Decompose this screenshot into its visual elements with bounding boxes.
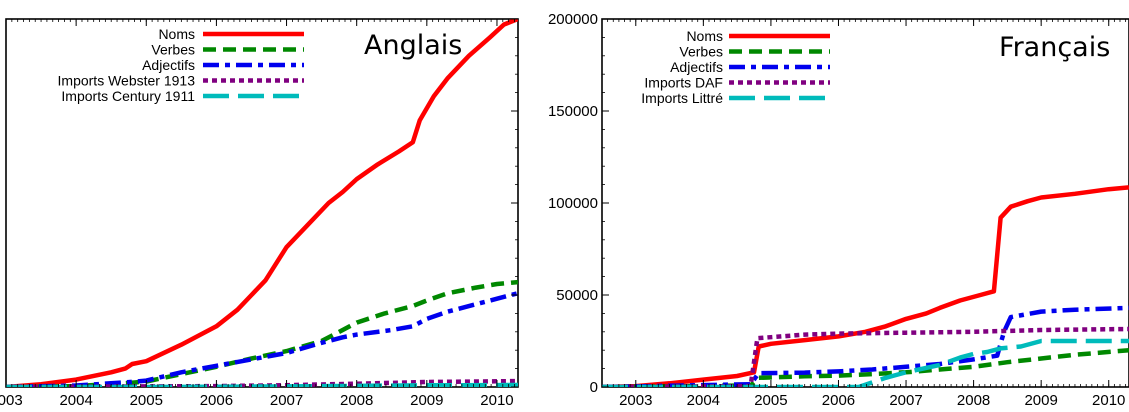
- anglais-x-tick-label: 2008: [340, 392, 373, 409]
- francais-x-tick-label: 2008: [957, 392, 990, 409]
- francais-series-line-1: [602, 347, 1129, 387]
- anglais-y-tick-label: 200000: [548, 11, 598, 28]
- anglais-legend-label-3: Imports Webster 1913: [58, 73, 196, 89]
- francais-legend-label-2: Adjectifs: [670, 59, 723, 75]
- francais-series-line-3: [602, 326, 1129, 387]
- anglais-x-tick-label: 2003: [0, 392, 23, 409]
- anglais-y-tick-label: 150000: [548, 103, 598, 120]
- francais-title: Français: [999, 32, 1110, 63]
- francais-series-line-2: [602, 305, 1129, 387]
- anglais-legend-label-4: Imports Century 1911: [61, 88, 195, 104]
- anglais-legend-label-1: Verbes: [151, 42, 195, 58]
- francais-ticks: 2003 2004 2005 2006 2007 2008 2009 2010: [601, 18, 1127, 409]
- anglais-series-line-0: [6, 19, 518, 387]
- chart-francais: 2003 2004 2005 2006 2007 2008 2009 2010 Françai…: [601, 18, 1129, 409]
- francais-legend-label-0: Noms: [686, 28, 723, 44]
- anglais-series-line-2: [6, 291, 518, 387]
- anglais-x-tick-label: 2004: [59, 392, 92, 409]
- francais-legend-label-3: Imports DAF: [644, 75, 723, 91]
- anglais-series-line-4: [6, 382, 518, 387]
- francais-series-line-4: [602, 338, 1129, 387]
- anglais-ticks: 2003 2004 2005 2006 2007 2008 2009 2010 0 50000 10…: [0, 11, 598, 409]
- anglais-y-tick-label: 0: [590, 379, 598, 396]
- francais-x-tick-label: 2010: [1092, 392, 1125, 409]
- anglais-legend-label-0: Noms: [158, 26, 195, 42]
- anglais-x-tick-label: 2009: [410, 392, 443, 409]
- francais-x-tick-label: 2003: [619, 392, 652, 409]
- francais-series-line-0: [602, 185, 1129, 387]
- anglais-x-tick-label: 2005: [130, 392, 163, 409]
- francais-x-tick-label: 2004: [687, 392, 720, 409]
- francais-x-tick-label: 2007: [889, 392, 922, 409]
- francais-x-tick-label: 2005: [754, 392, 787, 409]
- chart-anglais: 2003 2004 2005 2006 2007 2008 2009 2010 0 50000 10…: [0, 11, 598, 409]
- anglais-x-tick-label: 2007: [270, 392, 303, 409]
- anglais-y-tick-label: 100000: [548, 195, 598, 212]
- anglais-series-line-1: [6, 279, 518, 387]
- anglais-x-tick-label: 2006: [200, 392, 233, 409]
- francais-legend-label-1: Verbes: [679, 44, 723, 60]
- anglais-title: Anglais: [364, 30, 462, 61]
- anglais-legend-label-2: Adjectifs: [142, 57, 195, 73]
- francais-x-tick-label: 2006: [822, 392, 855, 409]
- francais-x-tick-label: 2009: [1024, 392, 1057, 409]
- anglais-y-tick-label: 50000: [556, 287, 598, 304]
- francais-legend-label-4: Imports Littré: [641, 90, 723, 106]
- anglais-x-tick-label: 2010: [480, 392, 513, 409]
- francais-series: [602, 185, 1129, 387]
